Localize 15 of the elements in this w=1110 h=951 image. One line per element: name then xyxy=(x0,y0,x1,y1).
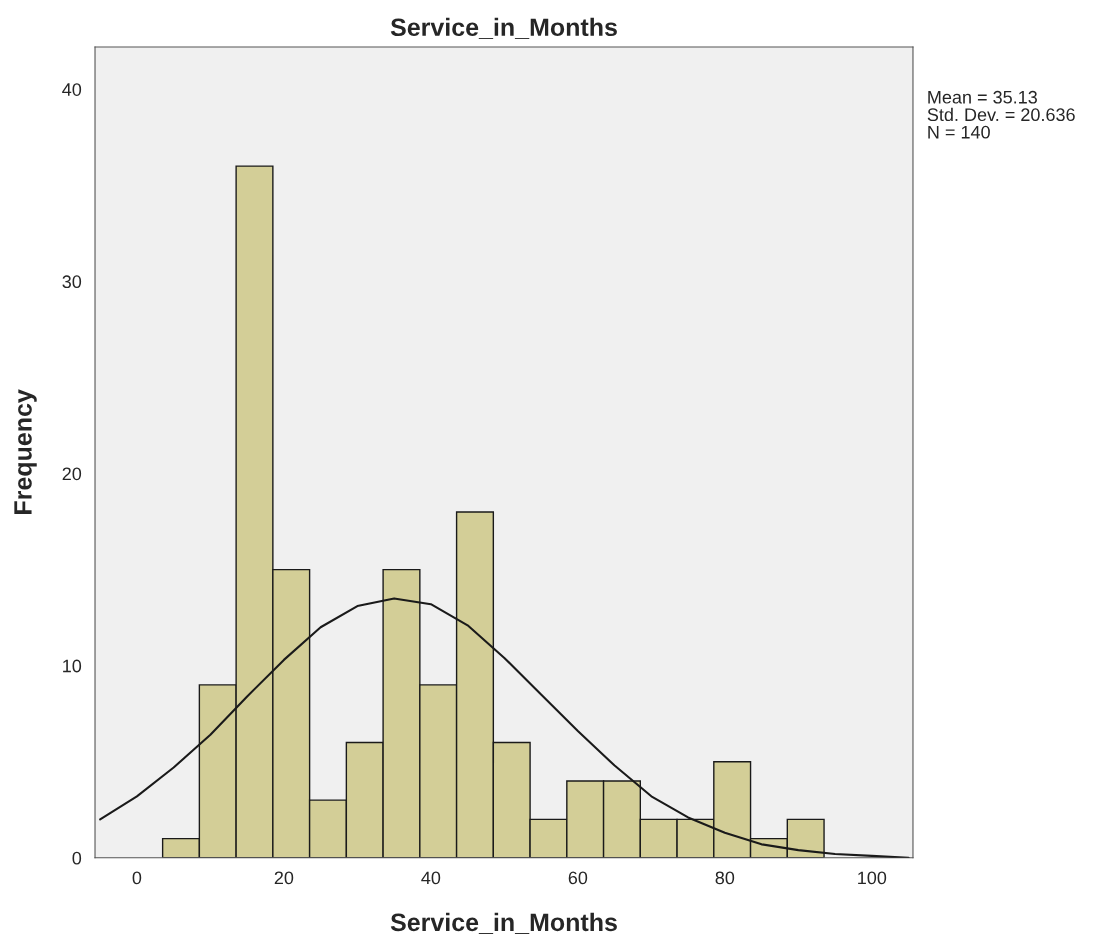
y-tick-label: 40 xyxy=(62,83,82,96)
y-tick-label: 20 xyxy=(62,467,82,481)
text: Mean = 35.13 Std. Dev. = 20.636 N = 140 xyxy=(927,90,1075,139)
x-tick-label: 40 xyxy=(421,871,441,885)
chart-title: Service_in_Months xyxy=(390,17,617,39)
x-tick-label: 0 xyxy=(132,871,142,885)
x-tick-label: 20 xyxy=(274,871,294,885)
y-tick-label: 30 xyxy=(62,275,82,289)
x-tick-label: 80 xyxy=(715,871,735,885)
x-tick-label: 100 xyxy=(858,871,887,885)
x-tick-label: 60 xyxy=(568,871,588,885)
y-tick-label: 0 xyxy=(72,851,82,865)
x-axis-title: Service_in_Months xyxy=(390,912,617,934)
y-axis-title: Frequency xyxy=(14,389,37,514)
y-tick-label: 10 xyxy=(63,659,82,673)
